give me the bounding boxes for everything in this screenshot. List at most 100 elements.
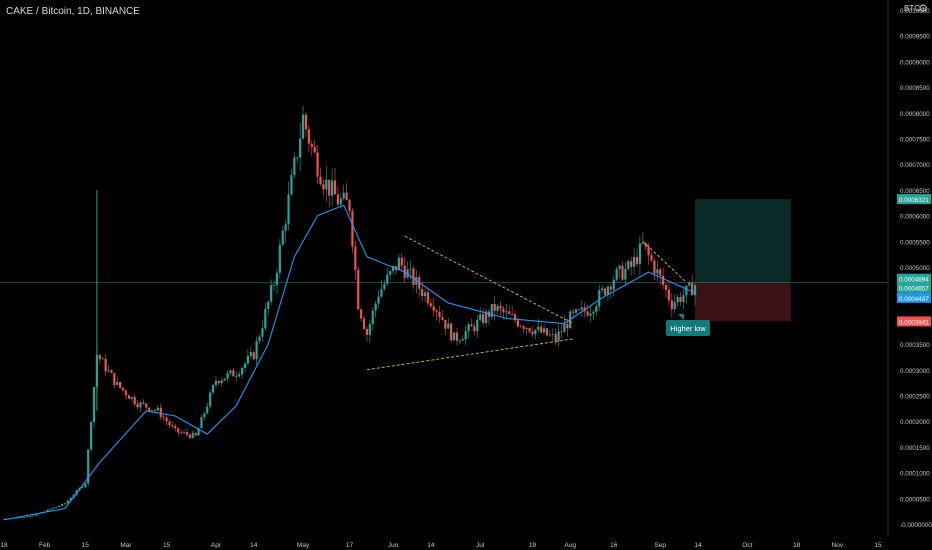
candle-body	[304, 114, 308, 130]
candle-body	[360, 309, 363, 319]
candle-body	[203, 413, 206, 418]
candle-body	[275, 272, 279, 286]
candle-body	[278, 244, 281, 273]
candle-body	[682, 295, 685, 302]
annotation-pointer	[678, 314, 684, 320]
candle-body	[348, 199, 351, 211]
candle-body	[191, 432, 194, 438]
price-tag-label: 0.0004497	[899, 296, 929, 303]
candle-body	[638, 243, 642, 265]
candle-body	[159, 407, 162, 418]
gear-icon[interactable]: ⚙	[918, 3, 928, 15]
candle-body	[580, 307, 583, 310]
candle-body	[150, 410, 154, 412]
candle-body	[632, 257, 636, 267]
price-tick-label: 0.0002000	[900, 419, 930, 426]
candle-body	[450, 323, 453, 341]
candle-body	[467, 324, 470, 332]
candle-body	[371, 310, 374, 325]
candle-body	[58, 505, 61, 507]
candle-body	[52, 507, 55, 509]
candle-body	[455, 332, 459, 341]
candle-body	[676, 296, 679, 303]
candle-body	[534, 329, 537, 335]
candle-body	[148, 407, 151, 411]
candle-body	[310, 143, 313, 147]
candle-body	[333, 180, 337, 195]
time-tick-label: Nov	[832, 542, 844, 549]
candle-body	[296, 157, 299, 159]
candle-body	[206, 406, 209, 414]
candle-body	[214, 380, 218, 385]
candle-body	[484, 311, 488, 324]
candle-body	[81, 487, 84, 489]
time-tick-label: Feb	[39, 542, 51, 549]
time-tick-label: 14	[250, 542, 258, 549]
candle-body	[566, 323, 569, 329]
candle-body	[493, 303, 496, 311]
candle-body	[272, 285, 276, 286]
price-tick-label: 0.0002500	[900, 393, 930, 400]
candle-body	[511, 313, 514, 315]
candle-body	[188, 434, 191, 438]
candle-body	[548, 334, 551, 336]
candle-body	[270, 285, 273, 302]
candle-body	[20, 516, 23, 518]
time-tick-label: 14	[427, 542, 435, 549]
candle-body	[505, 311, 508, 313]
candle-body	[238, 374, 241, 377]
price-tag-take-profit	[897, 194, 931, 205]
candle-body	[659, 269, 662, 276]
candle-body	[357, 269, 360, 310]
candle-body	[383, 283, 386, 289]
price-tag-entry	[897, 273, 931, 284]
candle-body	[374, 303, 377, 311]
candle-body	[339, 198, 342, 205]
candle-body	[589, 313, 592, 316]
candle-body	[223, 378, 226, 381]
candle-body	[136, 403, 139, 408]
trend-lines	[366, 235, 687, 371]
candle-body	[165, 417, 168, 422]
candle-body	[586, 311, 589, 316]
candle-body	[243, 363, 247, 369]
candle-body	[197, 428, 200, 436]
price-tick-label: -0.0000000	[900, 522, 932, 529]
candle-body	[281, 230, 284, 245]
candle-body	[528, 327, 531, 332]
candle-body	[46, 509, 49, 512]
candle-body	[162, 417, 165, 419]
candle-body	[516, 320, 520, 327]
candle-body	[464, 331, 467, 340]
price-tick-label: 0.0007500	[900, 136, 930, 143]
candle-body	[177, 428, 180, 433]
price-tick-label: 0.0006000	[900, 214, 930, 221]
time-tick-label: 14	[694, 542, 702, 549]
candle-body	[345, 192, 348, 200]
candle-body	[644, 242, 647, 247]
candle-body	[133, 396, 136, 404]
candle-body	[621, 265, 624, 280]
candle-body	[551, 333, 554, 335]
candle-body	[574, 309, 578, 313]
candle-body	[563, 323, 566, 333]
candle-body	[554, 333, 557, 341]
candle-body	[496, 305, 499, 311]
candle-body	[342, 192, 345, 199]
time-tick-label: 15	[163, 542, 171, 549]
candle-body	[249, 352, 252, 356]
candlesticks	[2, 105, 697, 520]
candle-body	[540, 326, 543, 333]
candle-body	[92, 387, 96, 423]
candle-body	[490, 303, 493, 317]
candle-body	[618, 265, 621, 270]
candle-body	[595, 306, 598, 312]
candle-body	[685, 285, 688, 296]
candle-body	[400, 257, 403, 266]
candle-body	[664, 284, 668, 290]
candle-body	[380, 288, 383, 297]
candle-body	[139, 402, 142, 408]
candle-body	[174, 426, 177, 429]
candle-body	[461, 339, 464, 341]
